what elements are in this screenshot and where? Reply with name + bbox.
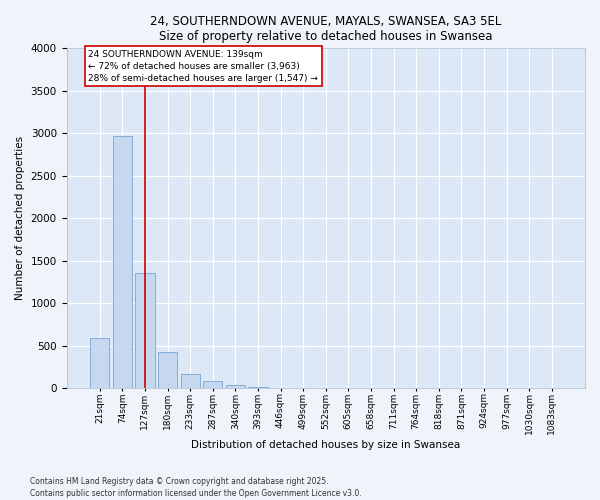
Bar — [113, 136, 132, 388]
Bar — [90, 338, 109, 388]
Title: 24, SOUTHERNDOWN AVENUE, MAYALS, SWANSEA, SA3 5EL
Size of property relative to d: 24, SOUTHERNDOWN AVENUE, MAYALS, SWANSEA… — [150, 15, 502, 43]
Text: Contains HM Land Registry data © Crown copyright and database right 2025.
Contai: Contains HM Land Registry data © Crown c… — [30, 476, 362, 498]
Bar — [158, 352, 177, 388]
Text: 24 SOUTHERNDOWN AVENUE: 139sqm
← 72% of detached houses are smaller (3,963)
28% : 24 SOUTHERNDOWN AVENUE: 139sqm ← 72% of … — [88, 50, 318, 82]
Bar — [136, 274, 155, 388]
Bar — [248, 387, 268, 388]
Bar — [181, 374, 200, 388]
Bar — [226, 385, 245, 388]
X-axis label: Distribution of detached houses by size in Swansea: Distribution of detached houses by size … — [191, 440, 460, 450]
Bar — [203, 381, 223, 388]
Y-axis label: Number of detached properties: Number of detached properties — [15, 136, 25, 300]
